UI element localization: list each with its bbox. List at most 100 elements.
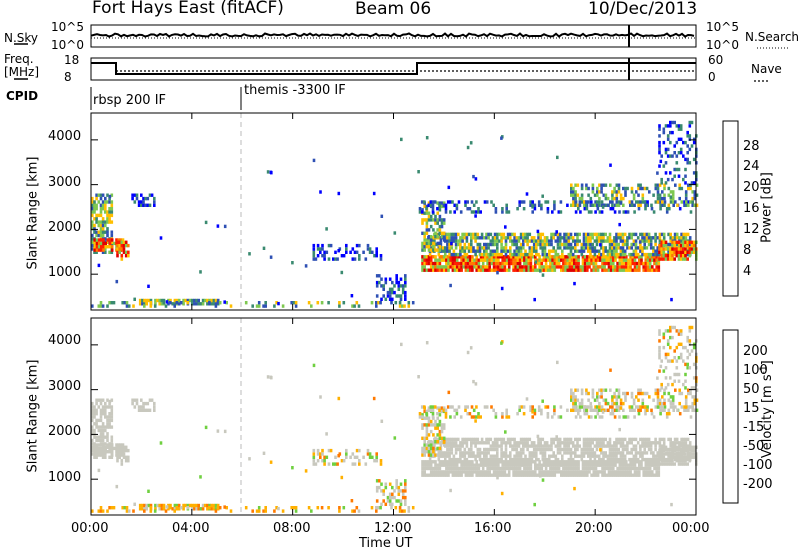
velocity-cell-197 xyxy=(133,398,137,402)
velocity-cell-1345 xyxy=(591,441,594,445)
power-cell-1361 xyxy=(597,232,601,237)
power-cell-358 xyxy=(316,254,320,258)
velocity-cell-2046 xyxy=(658,398,662,402)
power-cell-557 xyxy=(468,268,472,272)
velocity-cell-2093 xyxy=(695,398,699,402)
velocity-cell-1984 xyxy=(613,395,616,399)
power-cell-1996 xyxy=(617,183,621,187)
velocity-cell-429 xyxy=(391,495,394,500)
velocity-cell-767 xyxy=(568,470,572,474)
velocity-cell-219 xyxy=(138,503,142,508)
velocity-cell-0 xyxy=(91,452,94,456)
velocity-cell-323 xyxy=(292,506,296,510)
power-cell-574 xyxy=(475,255,478,259)
velocity-speckle-37 xyxy=(325,432,328,436)
velocity-cell-1356 xyxy=(595,437,599,442)
power-cell-1606 xyxy=(666,247,670,251)
velocity-cell-195 xyxy=(131,398,134,402)
velocity-cell-1347 xyxy=(593,457,597,462)
power-cell-1690 xyxy=(425,231,429,235)
power-cell-634 xyxy=(503,255,507,259)
power-cell-342 xyxy=(379,301,382,305)
velocity-cell-144 xyxy=(106,450,110,454)
power-cell-2148 xyxy=(679,151,683,155)
velocity-cell-1889 xyxy=(650,412,654,416)
power-cell-1830 xyxy=(533,203,537,207)
power-cell-682 xyxy=(527,265,531,269)
velocity-cell-1943 xyxy=(585,388,588,392)
power-speckle-7 xyxy=(337,191,341,196)
power-cell-534 xyxy=(458,268,461,272)
power-cell-1822 xyxy=(522,207,526,211)
power-cell-587 xyxy=(481,255,485,259)
velocity-cell-832 xyxy=(599,460,602,464)
velocity-cell-484 xyxy=(434,470,437,474)
velocity-cell-66 xyxy=(101,435,105,439)
power-cell-2073 xyxy=(680,186,684,191)
power-cell-1179 xyxy=(519,236,523,240)
power-cell-1894 xyxy=(659,200,662,204)
velocity-cell-486 xyxy=(434,463,437,467)
velocity-cell-1021 xyxy=(454,457,458,462)
velocity-cell-1737 xyxy=(438,453,442,457)
velocity-cell-891 xyxy=(627,470,630,474)
velocity-cell-881 xyxy=(622,470,626,474)
power-cell-1351 xyxy=(593,232,597,237)
power-cell-1058 xyxy=(470,246,473,250)
velocity-cell-815 xyxy=(590,460,593,464)
velocity-cell-90 xyxy=(106,432,109,436)
power-cell-97 xyxy=(108,250,111,254)
power-cell-710 xyxy=(540,258,544,262)
velocity-cell-103 xyxy=(108,418,111,423)
power-speckle-6 xyxy=(372,191,376,196)
power-cell-1965 xyxy=(600,190,603,194)
velocity-cell-1969 xyxy=(602,398,606,402)
velocity-cell-1219 xyxy=(537,444,540,448)
power-cell-1055 xyxy=(467,242,471,247)
power-cell-1907 xyxy=(687,200,691,204)
power-cell-361 xyxy=(319,250,322,254)
velocity-cell-623 xyxy=(499,466,502,471)
velocity-cell-11 xyxy=(91,408,94,412)
velocity-cell-2069 xyxy=(678,401,681,406)
power-cell-1943 xyxy=(585,183,588,187)
velocity-cell-631 xyxy=(503,470,507,474)
power-cell-1751 xyxy=(440,221,444,225)
power-cell-1858 xyxy=(587,210,591,214)
power-cell-291 xyxy=(127,304,131,308)
power-cell-1653 xyxy=(688,250,692,254)
velocity-cell-1711 xyxy=(429,440,433,444)
velocity-cell-126 xyxy=(95,453,99,457)
power-cell-597 xyxy=(488,268,491,272)
power-cell-1257 xyxy=(554,249,558,253)
velocity-cell-336 xyxy=(355,506,359,510)
velocity-cell-1438 xyxy=(630,457,633,462)
power-cell-2118 xyxy=(666,147,670,152)
velocity-cell-1533 xyxy=(669,437,672,442)
power-cell-1733 xyxy=(436,221,439,225)
velocity-cell-745 xyxy=(557,463,561,467)
power-cell-365 xyxy=(321,243,324,248)
power-cell-1513 xyxy=(660,232,664,237)
power-cell-1752 xyxy=(440,218,444,222)
velocity-cell-508 xyxy=(445,463,448,467)
power-cell-212 xyxy=(148,203,152,207)
velocity-cell-2047 xyxy=(658,388,662,392)
power-cell-731 xyxy=(551,261,554,266)
power-cell-507 xyxy=(445,261,448,266)
velocity-cell-584 xyxy=(481,470,485,474)
power-cell-699 xyxy=(536,268,539,272)
velocity-cell-879 xyxy=(620,460,624,464)
power-cell-1206 xyxy=(530,236,534,240)
power-cell-1538 xyxy=(671,236,675,240)
power-cell-2067 xyxy=(674,183,677,187)
power-cell-336 xyxy=(355,301,359,305)
power-cell-1731 xyxy=(436,235,439,239)
velocity-cb-tick-m100: -100 xyxy=(743,458,773,473)
velocity-cell-1610 xyxy=(669,452,672,456)
velocity-cell-1925 xyxy=(574,398,577,402)
velocity-cell-312 xyxy=(251,509,254,513)
velocity-cell-413 xyxy=(380,489,383,493)
power-cell-8 xyxy=(91,213,94,218)
power-cell-216 xyxy=(153,200,156,204)
